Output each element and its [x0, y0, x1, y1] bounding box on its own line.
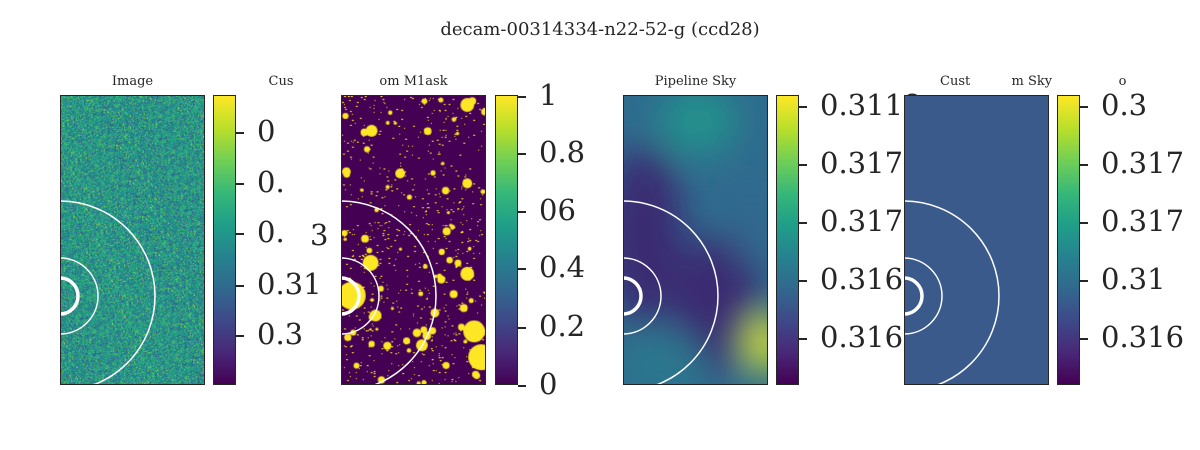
colorbar-tick [518, 153, 526, 155]
colorbar-tick-label: 0.317 [1101, 204, 1185, 238]
colorbar-tick-label: 0.31 [1101, 262, 1166, 296]
colorbar-tick-label: 0 [539, 367, 558, 401]
colorbar-tick-label: 0.316 [1101, 320, 1185, 354]
colorbar-tick [518, 211, 526, 213]
custom-sky-panel [904, 95, 1049, 385]
colorbar-tick [799, 280, 807, 282]
colorbar-tick [1080, 164, 1088, 166]
stray-label: 3 [310, 218, 329, 252]
colorbar-tick [1080, 280, 1088, 282]
colorbar-tick [236, 285, 244, 287]
pipeline-sky-heatmap [624, 96, 767, 384]
colorbar-tick-label: 0.316 [820, 320, 904, 354]
colorbar-tick-label: 0.8 [539, 135, 586, 169]
colorbar-tick [518, 268, 526, 270]
figure-title: decam-00314334-n22-52-g (ccd28) [440, 19, 760, 40]
colorbar-tick [1080, 106, 1088, 108]
colorbar-tick [1080, 222, 1088, 224]
colorbar-tick [236, 183, 244, 185]
colorbar-tick-label: 0.31 [257, 267, 322, 301]
pipeline-sky-colorbar [776, 95, 799, 385]
panel-title-mask: om M1ask [379, 74, 448, 89]
panel-title-custom-sky: Cust m Sky [940, 74, 1053, 89]
mask-panel [341, 95, 486, 385]
colorbar-tick [518, 385, 526, 387]
colorbar-tick-label: 0.317 [1101, 146, 1185, 180]
colorbar-tick-label: 06 [539, 193, 576, 227]
colorbar-tick [799, 222, 807, 224]
panel-title-custom: Cus [268, 74, 294, 89]
image-panel [60, 95, 205, 385]
panel-title-pipeline-sky: Pipeline Sky [654, 74, 737, 89]
pipeline-sky-panel [623, 95, 768, 385]
colorbar-tick [799, 106, 807, 108]
colorbar-tick [1080, 338, 1088, 340]
colorbar-tick-label: 1 [539, 78, 558, 112]
colorbar-tick-label: 0.4 [539, 250, 586, 284]
panel-title-extra: o [1118, 74, 1127, 89]
mask-heatmap [342, 96, 485, 384]
colorbar-tick [518, 327, 526, 329]
colorbar-tick-label: 0.317 [820, 204, 904, 238]
colorbar-tick [799, 164, 807, 166]
colorbar-tick-label: 0 [257, 114, 276, 148]
colorbar-tick-label: 0.3 [257, 317, 304, 351]
custom-sky-colorbar [1057, 95, 1080, 385]
colorbar-tick [236, 335, 244, 337]
image-heatmap [61, 96, 204, 384]
colorbar-tick-label: 0.2 [539, 309, 586, 343]
colorbar-tick [799, 338, 807, 340]
colorbar-tick-label: 0. [257, 215, 285, 249]
panel-title-image: Image [111, 74, 154, 89]
colorbar-tick-label: 0. [257, 165, 285, 199]
colorbar-tick-label: 0.3 [1101, 88, 1148, 122]
image-colorbar [213, 95, 236, 385]
colorbar-tick [518, 96, 526, 98]
colorbar-tick [236, 233, 244, 235]
colorbar-tick [236, 132, 244, 134]
mask-colorbar [495, 95, 518, 385]
